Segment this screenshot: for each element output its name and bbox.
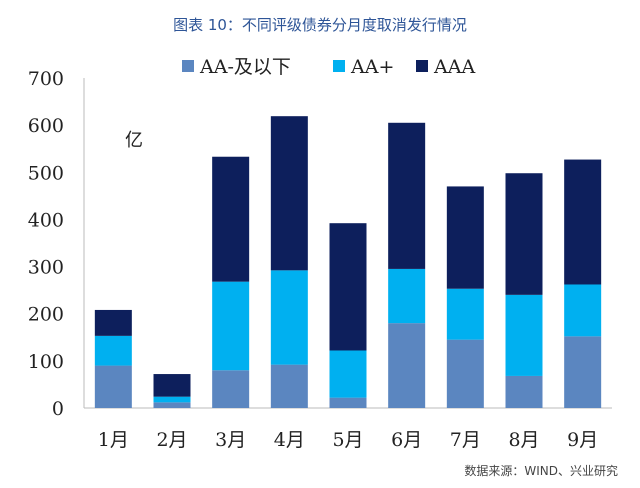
bar-segment xyxy=(446,288,484,340)
legend-swatch xyxy=(182,60,194,72)
x-tick-label: 8月 xyxy=(508,429,539,451)
y-tick-label: 700 xyxy=(28,68,64,90)
bar-segment xyxy=(329,397,367,408)
legend-label: AAA xyxy=(433,56,475,78)
bar-segment xyxy=(94,365,132,408)
x-tick-label: 3月 xyxy=(215,429,246,451)
bar-segment xyxy=(329,350,367,398)
bar-segment xyxy=(446,186,484,289)
bar-segment xyxy=(94,309,132,336)
x-tick-label: 5月 xyxy=(332,429,363,451)
x-tick-label: 1月 xyxy=(98,429,129,451)
bar-segment xyxy=(94,335,132,366)
y-unit-label: 亿 xyxy=(125,130,143,151)
y-tick-label: 0 xyxy=(52,398,64,420)
y-tick-label: 400 xyxy=(28,209,64,231)
x-tick-label: 4月 xyxy=(274,429,305,451)
bar-segment xyxy=(564,284,602,337)
bar-segment xyxy=(388,323,426,408)
bar-segment xyxy=(212,370,250,408)
legend-swatch xyxy=(333,60,345,72)
bar-segment xyxy=(270,364,308,408)
y-tick-label: 500 xyxy=(28,162,64,184)
bar-segment xyxy=(388,122,426,269)
legend: AA-及以下 AA+ AAA xyxy=(182,56,475,78)
bar-segment xyxy=(270,270,308,365)
bar-segment xyxy=(270,116,308,271)
x-tick-label: 9月 xyxy=(567,429,598,451)
x-tick-label: 6月 xyxy=(391,429,422,451)
bar-segment xyxy=(505,375,543,408)
bar-segment xyxy=(446,339,484,408)
legend-label: AA+ xyxy=(350,56,394,78)
source-note: 数据来源：WIND、兴业研究 xyxy=(464,464,618,478)
legend-swatch xyxy=(416,60,428,72)
legend-label: AA-及以下 xyxy=(199,56,291,78)
bar-segment xyxy=(153,374,191,397)
bar-segment xyxy=(329,223,367,351)
bar-segment xyxy=(212,281,250,371)
bar-segment xyxy=(212,156,250,282)
bar-segment xyxy=(564,336,602,408)
bar-segment xyxy=(153,402,191,408)
bar-segment xyxy=(505,294,543,376)
bars xyxy=(94,116,602,408)
bar-segment xyxy=(564,159,602,285)
chart-title: 图表 10：不同评级债券分月度取消发行情况 xyxy=(173,16,467,34)
y-tick-label: 100 xyxy=(28,351,64,373)
y-tick-label: 300 xyxy=(28,257,64,279)
x-tick-label: 7月 xyxy=(450,429,481,451)
x-tick-labels: 1月 2月 3月 4月 5月 6月 7月 8月 9月 xyxy=(98,429,598,451)
y-tick-label: 200 xyxy=(28,304,64,326)
y-tick-label: 600 xyxy=(28,115,64,137)
bar-segment xyxy=(153,396,191,403)
x-tick-label: 2月 xyxy=(156,429,187,451)
bar-segment xyxy=(388,268,426,324)
bar-segment xyxy=(505,173,543,295)
y-tick-labels: 0 100 200 300 400 500 600 700 xyxy=(28,68,64,420)
